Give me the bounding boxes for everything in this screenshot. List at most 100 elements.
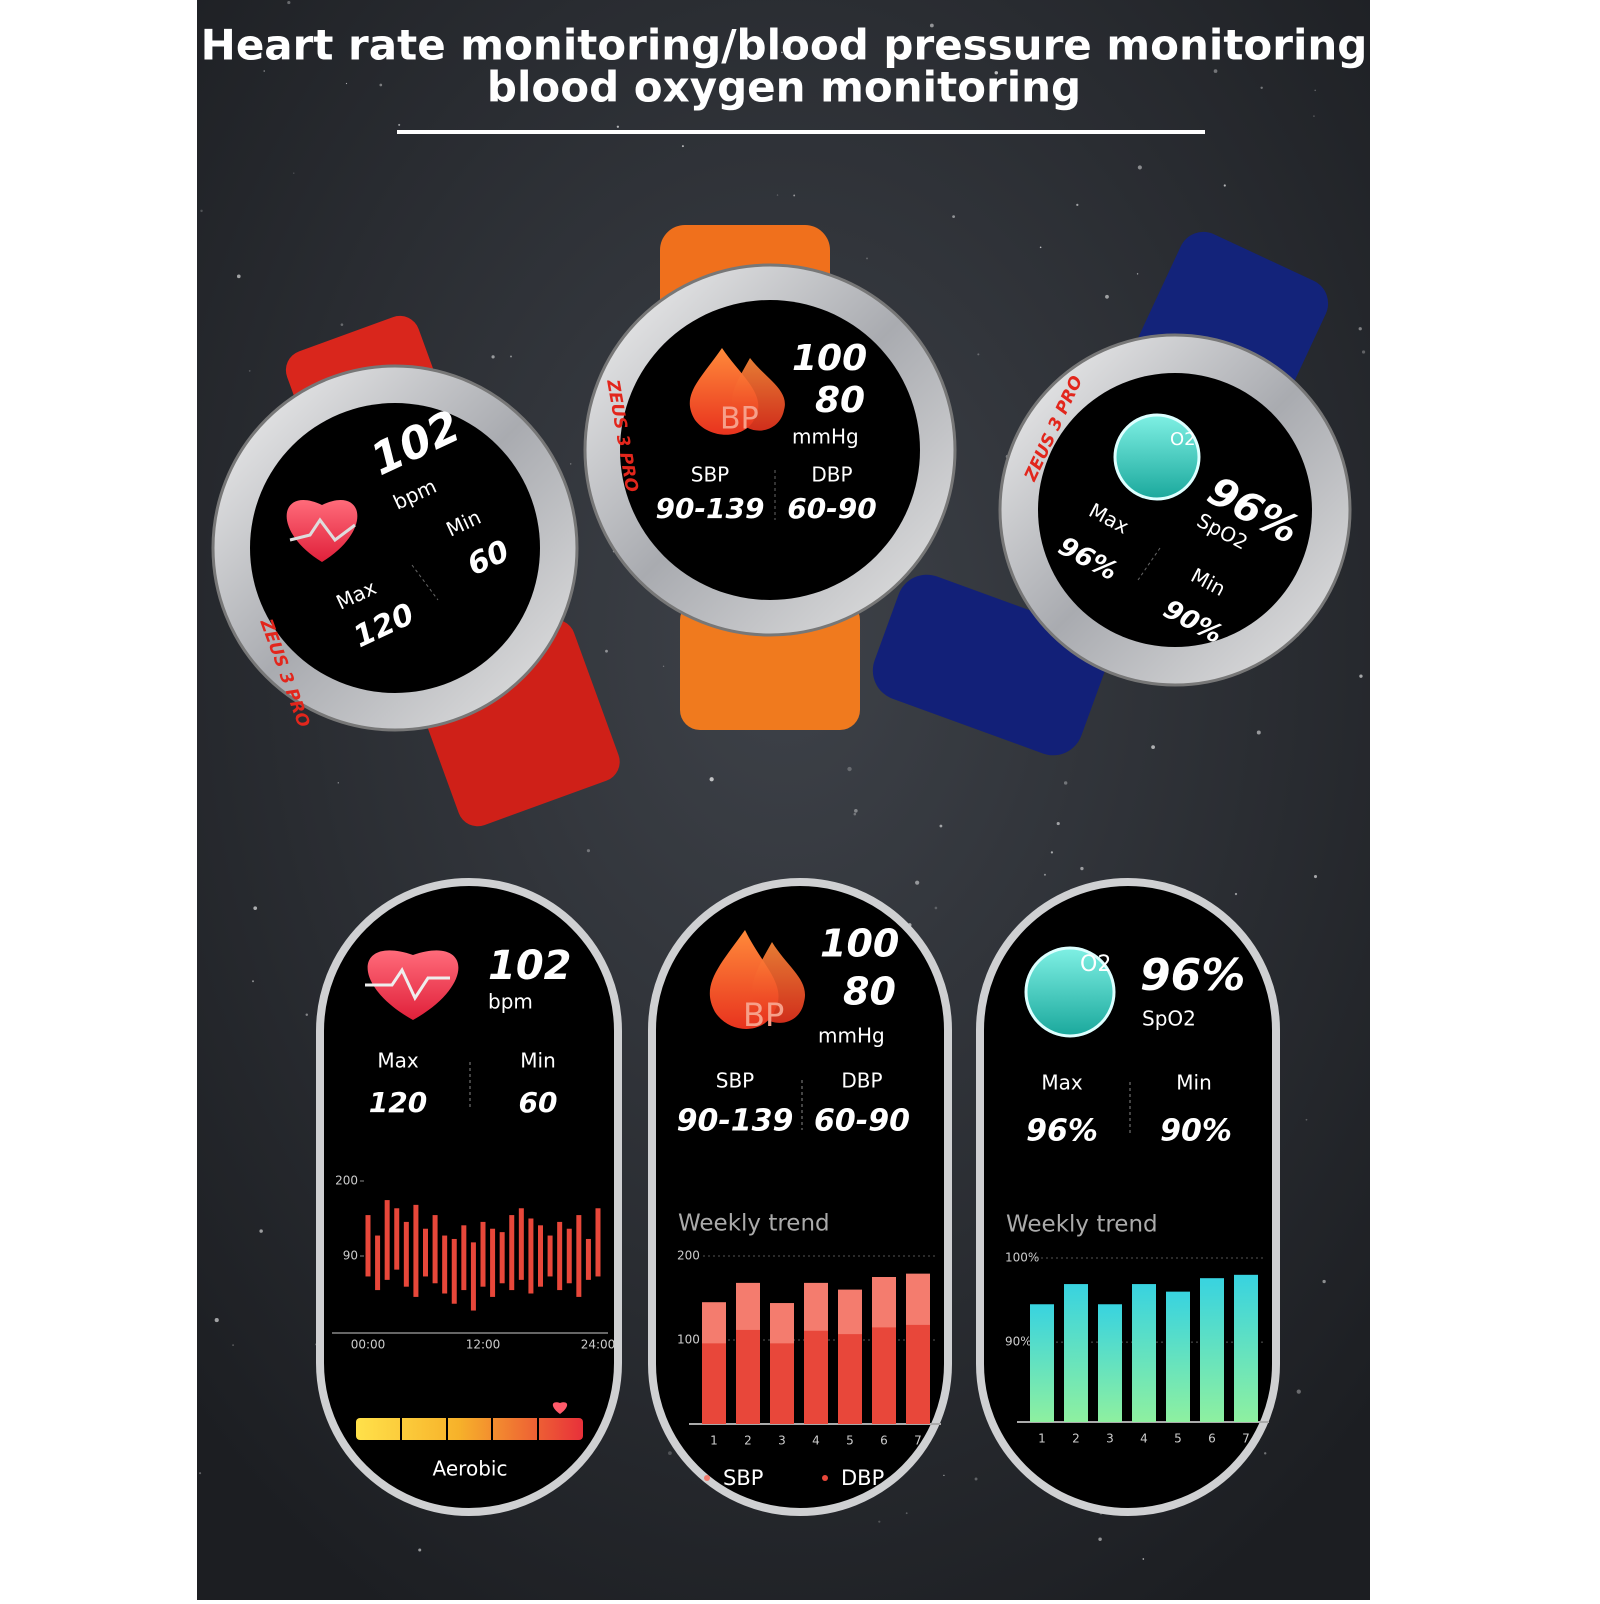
bar — [804, 1330, 828, 1424]
title-line: blood oxygen monitoring — [487, 63, 1081, 112]
dbp-range: 60-90 — [814, 1104, 910, 1139]
x-tick-label: 3 — [778, 1434, 786, 1448]
star — [1322, 1279, 1326, 1284]
hr-bar — [528, 1218, 534, 1294]
star — [379, 83, 383, 87]
star — [1296, 1389, 1301, 1394]
star — [1080, 866, 1084, 871]
star — [662, 665, 665, 667]
star — [934, 906, 938, 910]
legend-dot — [822, 1475, 828, 1481]
max-label: Max — [1041, 1071, 1083, 1095]
star — [337, 782, 339, 784]
dbp-range: 60-90 — [787, 492, 877, 525]
star — [709, 777, 714, 782]
star — [605, 649, 608, 653]
hr-value: 102 — [488, 943, 572, 989]
max-label: Max — [377, 1049, 419, 1073]
star — [236, 274, 241, 279]
bar — [838, 1334, 862, 1424]
hr-bar — [547, 1235, 553, 1277]
star — [1234, 892, 1238, 896]
bp-dia: 80 — [843, 970, 896, 1014]
bar — [872, 1327, 896, 1424]
star — [1213, 69, 1218, 73]
star — [1358, 327, 1362, 331]
star — [905, 1512, 908, 1515]
x-tick-label: 2 — [1072, 1432, 1080, 1446]
star — [616, 125, 620, 128]
zone-label: Aerobic — [433, 1457, 508, 1481]
star — [1318, 38, 1322, 43]
bar — [1098, 1304, 1122, 1422]
star — [510, 355, 512, 358]
bar — [736, 1329, 760, 1424]
chart-title: Weekly trend — [678, 1211, 830, 1237]
star — [1361, 350, 1366, 354]
star — [287, 0, 291, 5]
y-tick-label: 90 — [343, 1249, 358, 1263]
x-tick-label: 6 — [880, 1434, 888, 1448]
o2-icon-text: O2 — [1170, 429, 1196, 450]
star — [1098, 1537, 1102, 1541]
star — [1076, 203, 1079, 207]
star — [418, 1548, 422, 1552]
star — [853, 812, 857, 816]
star — [1013, 84, 1018, 88]
legend-dot — [704, 1475, 710, 1481]
hr-bar — [518, 1208, 524, 1280]
star — [1136, 273, 1139, 275]
bp-sys: 100 — [792, 338, 867, 379]
star — [1359, 674, 1363, 678]
star — [1043, 873, 1046, 876]
panel-heart: 102 bpm Max 120 Min 60 Aerobic — [316, 878, 622, 1516]
sbp-label: SBP — [716, 1069, 754, 1093]
star — [1056, 821, 1060, 826]
x-tick-label: 5 — [846, 1434, 854, 1448]
sbp-label: SBP — [691, 463, 729, 487]
star — [398, 123, 401, 126]
star — [345, 82, 348, 85]
star — [776, 194, 779, 196]
bar — [1200, 1278, 1224, 1422]
star — [263, 70, 265, 72]
hr-bar — [442, 1235, 448, 1294]
x-tick-label: 12:00 — [466, 1338, 501, 1352]
star — [200, 209, 203, 213]
hr-bar — [585, 1238, 591, 1280]
star — [1264, 1452, 1267, 1455]
star — [293, 172, 295, 174]
star — [305, 1013, 309, 1017]
star — [199, 1472, 202, 1475]
dbp-label: DBP — [841, 1069, 882, 1093]
charts: 200 90 00:00 12:00 24:00 200 100 1 2 3 4 5 6 7 SBP DBP 1… — [335, 1174, 1269, 1490]
star — [681, 145, 684, 148]
legend-label: SBP — [723, 1466, 763, 1490]
hr-bar — [461, 1225, 467, 1291]
o2-icon-text: O2 — [1080, 952, 1111, 977]
x-tick-label: 00:00 — [351, 1338, 386, 1352]
hr-bar — [499, 1232, 505, 1284]
star — [1313, 875, 1318, 879]
hr-bar — [557, 1221, 563, 1291]
bp-dia: 80 — [815, 380, 865, 421]
bar — [1166, 1291, 1190, 1422]
watch-bp: ZEUS 3 PRO BP 100 80 mmHg SBP DBP 90-139… — [583, 225, 957, 730]
bar — [1132, 1284, 1156, 1422]
hr-bar — [365, 1215, 371, 1277]
star — [915, 880, 920, 885]
star — [994, 71, 999, 75]
min-label: Min — [520, 1049, 556, 1073]
star — [252, 980, 254, 983]
x-tick-label: 4 — [1140, 1432, 1148, 1446]
star — [340, 323, 344, 326]
bar — [702, 1343, 726, 1424]
hr-bar — [432, 1215, 438, 1284]
star — [214, 1318, 219, 1323]
chart-title: Weekly trend — [1006, 1212, 1158, 1238]
star — [781, 51, 783, 54]
star — [1151, 745, 1155, 749]
hr-bar — [451, 1238, 457, 1304]
x-tick-label: 6 — [1208, 1432, 1216, 1446]
